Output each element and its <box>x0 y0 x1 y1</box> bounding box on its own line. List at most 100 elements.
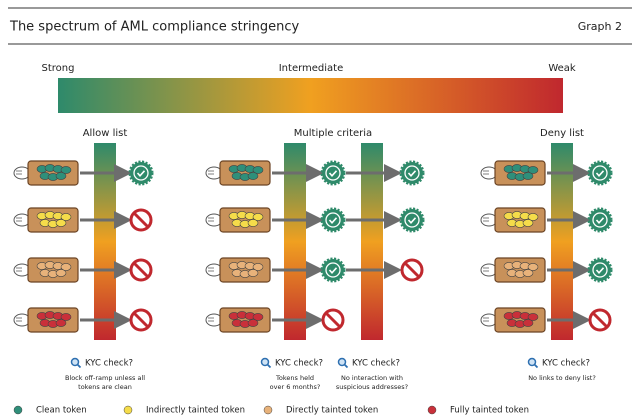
pass-check <box>407 170 417 177</box>
magnifier-handle <box>533 363 539 369</box>
pass-check <box>328 267 338 274</box>
spectrum-label: Strong <box>42 63 75 74</box>
token <box>252 213 264 221</box>
pass-check <box>328 217 338 224</box>
token <box>55 219 67 227</box>
legend-swatch <box>427 405 437 415</box>
check-title: KYC check? <box>542 359 590 369</box>
token <box>55 269 67 277</box>
hand-finger <box>16 267 22 272</box>
pass-check <box>595 217 605 224</box>
check-title: KYC check? <box>275 359 323 369</box>
spectrum-bar <box>58 78 563 113</box>
hand-finger <box>483 217 489 222</box>
token <box>60 213 72 221</box>
pass-ring <box>404 165 420 181</box>
legend-swatch <box>13 405 23 415</box>
pass-ring <box>325 165 341 181</box>
magnifier-handle <box>343 363 349 369</box>
token <box>522 269 534 277</box>
token <box>60 263 72 271</box>
pass-ring <box>325 262 341 278</box>
pass-ring <box>325 212 341 228</box>
pass-ring <box>133 165 149 181</box>
spectrum-label: Intermediate <box>279 63 344 74</box>
tray <box>494 307 546 333</box>
hand-finger <box>483 267 489 272</box>
tray <box>27 257 79 283</box>
tray <box>27 307 79 333</box>
token <box>527 263 539 271</box>
check-note: suspicious addresses? <box>336 383 408 391</box>
criteria-bar <box>284 143 306 340</box>
hand-finger <box>208 317 214 322</box>
pass-icon <box>320 207 346 233</box>
token <box>522 172 534 180</box>
tray <box>27 160 79 186</box>
token <box>252 313 264 321</box>
hand-finger <box>483 170 489 175</box>
spectrum-label: Weak <box>548 63 576 74</box>
pass-ring <box>592 212 608 228</box>
token <box>55 319 67 327</box>
magnifier-handle <box>76 363 82 369</box>
token <box>527 166 539 174</box>
legend-label: Directly tainted token <box>286 406 378 416</box>
token <box>247 172 259 180</box>
pass-icon <box>399 207 425 233</box>
token <box>60 166 72 174</box>
pass-icon <box>399 160 425 186</box>
pass-ring <box>404 212 420 228</box>
title: The spectrum of AML compliance stringenc… <box>9 20 300 35</box>
pass-icon <box>587 160 613 186</box>
pass-check <box>595 267 605 274</box>
pass-icon <box>320 257 346 283</box>
check-title: KYC check? <box>352 359 400 369</box>
check-note: Tokens held <box>275 374 314 382</box>
token <box>247 319 259 327</box>
block-slash <box>133 312 149 328</box>
block-slash <box>592 312 608 328</box>
pass-icon <box>320 160 346 186</box>
panel-title: Allow list <box>83 128 128 139</box>
pass-ring <box>592 262 608 278</box>
criteria-bar <box>551 143 573 340</box>
hand-finger <box>16 170 22 175</box>
tray <box>219 160 271 186</box>
token <box>252 166 264 174</box>
pass-icon <box>128 160 154 186</box>
token <box>247 219 259 227</box>
legend-swatch <box>263 405 273 415</box>
token <box>522 219 534 227</box>
tray <box>27 207 79 233</box>
criteria-bar <box>361 143 383 340</box>
hand-finger <box>483 317 489 322</box>
legend-label: Indirectly tainted token <box>146 406 245 416</box>
legend-swatch <box>123 405 133 415</box>
pass-icon <box>587 207 613 233</box>
hand-finger <box>16 217 22 222</box>
pass-ring <box>592 165 608 181</box>
magnifier <box>337 357 347 367</box>
block-slash <box>133 212 149 228</box>
tray <box>494 207 546 233</box>
pass-icon <box>587 257 613 283</box>
tray <box>494 257 546 283</box>
magnifier <box>527 357 537 367</box>
check-note: Block off-ramp unless all <box>65 374 145 382</box>
hand-finger <box>208 170 214 175</box>
check-note: No interaction with <box>341 374 403 382</box>
graph-label: Graph 2 <box>578 20 622 33</box>
token <box>527 213 539 221</box>
token <box>55 172 67 180</box>
block-slash <box>404 262 420 278</box>
legend-label: Clean token <box>36 406 87 416</box>
tray <box>494 160 546 186</box>
magnifier-handle <box>266 363 272 369</box>
check-note: tokens are clean <box>78 383 132 391</box>
panel-title: Multiple criteria <box>294 128 372 139</box>
token <box>252 263 264 271</box>
hand-finger <box>16 317 22 322</box>
magnifier <box>260 357 270 367</box>
